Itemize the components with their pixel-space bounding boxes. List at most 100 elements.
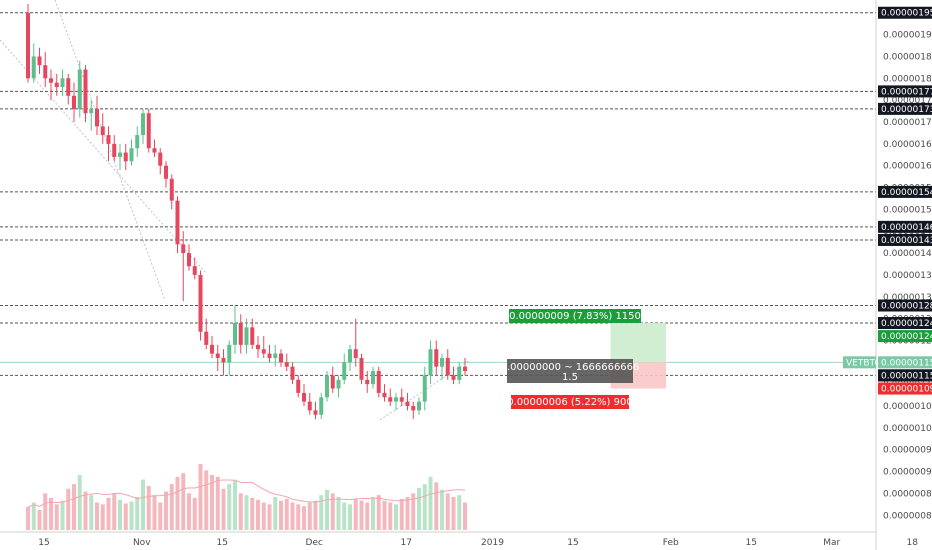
candle-body: [256, 344, 260, 350]
volume-bar: [89, 495, 94, 530]
candle-body: [54, 82, 59, 88]
candle-body: [463, 366, 467, 372]
time-axis[interactable]: 15Nov15Dec17201915Feb15Mar18Apr15May: [0, 531, 932, 548]
volume-bar: [106, 497, 111, 530]
volume-bar: [313, 500, 318, 530]
candle-body: [399, 397, 404, 402]
volume-bar: [233, 479, 237, 530]
volume-bar: [353, 498, 358, 530]
volume-bar: [141, 479, 145, 530]
green-price-badge: [878, 330, 932, 343]
volume-bar: [66, 488, 71, 530]
level-badge-label: 0.00000195: [881, 9, 932, 19]
candle-body: [267, 353, 272, 358]
level-badge: [878, 220, 932, 233]
profit-label: 0.00000009 (7.83%) 1150: [509, 311, 641, 322]
candle-body: [445, 357, 450, 376]
candle-body: [135, 135, 140, 149]
candle-body: [451, 375, 456, 380]
time-tick-label: 15: [38, 538, 49, 548]
volume-bar: [77, 475, 82, 530]
volume-bar: [37, 509, 42, 530]
level-badge-label: 0.00000173: [881, 105, 932, 115]
volume-bar: [457, 495, 462, 530]
loss-label: 0.00000006 (5.22%) 900: [507, 397, 632, 408]
volume-bar: [244, 495, 249, 530]
candle-body: [388, 397, 393, 402]
volume-bar: [284, 498, 289, 530]
volume-bar: [227, 484, 232, 530]
candle-body: [204, 331, 209, 345]
candle-body: [129, 148, 134, 162]
volume-bar: [290, 502, 295, 530]
volume-bar: [267, 504, 272, 530]
volume-bar: [382, 500, 387, 530]
time-tick-label: 2019: [481, 538, 504, 548]
candle-body: [325, 375, 329, 398]
volume-bar: [72, 484, 76, 530]
level-badge: [878, 233, 932, 246]
candle-body: [411, 406, 416, 411]
price-axis[interactable]: 0.00000195 0.00000190 0.00000185 0.00000180…: [875, 0, 932, 550]
symbol-badge: [843, 356, 876, 369]
time-tick-label: 15: [746, 538, 757, 548]
horizontal-levels: [0, 12, 876, 376]
candle-body: [181, 244, 186, 254]
candle-body: [123, 152, 128, 162]
candle-body: [83, 69, 88, 114]
volume-bar: [445, 493, 450, 530]
volume-bar: [250, 497, 255, 530]
level-badge-label: 0.00000128: [881, 302, 932, 312]
price-tick-label: 0.00000135: [883, 271, 932, 281]
time-tick-label: 18: [907, 538, 919, 548]
volume-bars: [26, 464, 467, 530]
candle-body: [371, 371, 375, 385]
candle-body: [95, 108, 99, 127]
candle-body: [26, 12, 30, 79]
candle-body: [49, 78, 53, 83]
volume-bar: [451, 497, 456, 530]
candle-body: [434, 349, 439, 367]
volume-bar: [192, 497, 197, 530]
volume-bar: [319, 495, 324, 530]
volume-bar: [129, 501, 134, 530]
candle-body: [169, 178, 174, 201]
last-price-label: 0.00000115: [881, 371, 932, 381]
red-price-badge: [878, 382, 932, 395]
candle-body: [353, 349, 358, 358]
candle-body: [215, 353, 220, 358]
risk-reward-ratio: 1.5: [562, 372, 578, 383]
volume-bar: [422, 484, 427, 530]
candle-body: [382, 392, 387, 398]
price-tick-label: 0.00000150: [883, 205, 932, 215]
candle-body: [72, 95, 76, 109]
level-badge: [878, 6, 932, 19]
price-tick-label: 0.00000130: [883, 293, 932, 303]
price-tick-label: 0.00000140: [883, 249, 932, 259]
trend-line: [0, 39, 206, 273]
risk-reward-label: 0.00000000 ~ 1666666666: [501, 362, 640, 373]
level-badge: [878, 102, 932, 115]
volume-bar: [417, 487, 421, 530]
candle-body: [365, 379, 370, 385]
current-price-badge: [878, 356, 932, 369]
candle-body: [330, 375, 335, 389]
volume-bar: [169, 484, 174, 530]
volume-bar: [256, 499, 260, 530]
candle-body: [43, 65, 48, 79]
profit-zone[interactable]: [610, 322, 667, 363]
price-tick-label: 0.00000175: [883, 96, 932, 106]
volume-bar: [43, 493, 48, 530]
volume-bar: [394, 504, 398, 530]
volume-bar: [181, 473, 186, 530]
price-tick-label: 0.00000190: [883, 31, 932, 41]
price-tick-label: 0.00000090: [883, 468, 932, 478]
candle-body: [175, 200, 180, 245]
candle-body: [417, 401, 421, 411]
candle-body: [164, 165, 168, 179]
volume-bar: [164, 491, 168, 530]
trend-line: [54, 0, 166, 301]
long-position-tool[interactable]: 0.00000009 (7.83%) 1150 0.00000000 ~ 1666…: [501, 309, 666, 409]
volume-bar: [388, 502, 393, 530]
